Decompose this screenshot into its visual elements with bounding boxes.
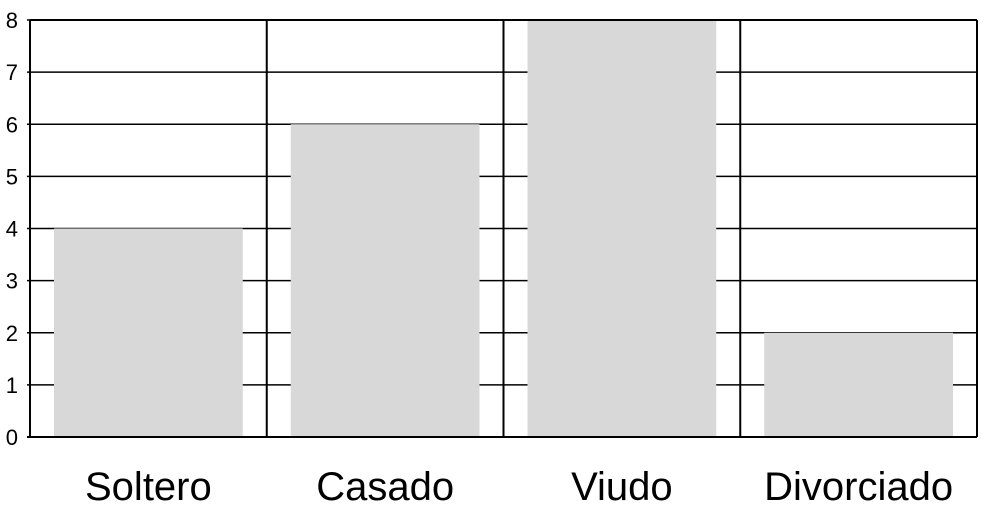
y-tick-label: 5 bbox=[6, 164, 18, 189]
y-tick-label: 8 bbox=[6, 8, 18, 33]
bar-divorciado bbox=[764, 332, 953, 437]
category-label: Viudo bbox=[571, 465, 673, 509]
category-label: Casado bbox=[316, 465, 454, 509]
y-tick-label: 1 bbox=[6, 373, 18, 398]
y-tick-label: 3 bbox=[6, 269, 18, 294]
bar-casado bbox=[290, 124, 480, 437]
y-tick-label: 4 bbox=[6, 217, 18, 242]
bar-soltero bbox=[54, 228, 243, 437]
y-tick-label: 0 bbox=[6, 425, 18, 450]
category-label: Soltero bbox=[85, 465, 212, 509]
y-tick-label: 7 bbox=[6, 60, 18, 85]
y-tick-label: 2 bbox=[6, 321, 18, 346]
y-tick-labels: 0 1 2 3 4 5 6 7 8 bbox=[6, 8, 18, 450]
bar-viudo bbox=[527, 20, 717, 437]
bars bbox=[54, 20, 953, 437]
category-labels: Soltero Casado Viudo Divorciado bbox=[85, 465, 953, 509]
y-tick-label: 6 bbox=[6, 112, 18, 137]
axes bbox=[27, 19, 978, 438]
category-label: Divorciado bbox=[764, 465, 953, 509]
